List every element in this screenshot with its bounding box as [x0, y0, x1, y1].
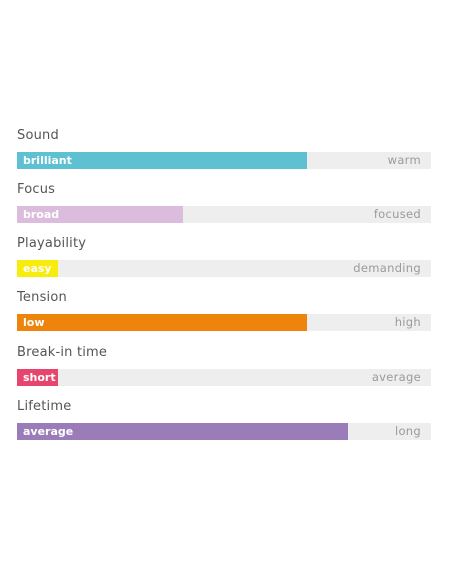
- metric-low-label: short: [23, 371, 56, 384]
- metric-low-label: low: [23, 316, 45, 329]
- metric-label: Sound: [17, 128, 59, 143]
- metric-high-label: long: [394, 424, 421, 438]
- metric-low-label: easy: [23, 262, 52, 275]
- metric-high-label: high: [394, 315, 421, 329]
- metric-track: short average: [17, 369, 431, 386]
- metric-track: broad focused: [17, 206, 431, 223]
- metric-track: average long: [17, 423, 431, 440]
- metric-high-label: average: [371, 370, 421, 384]
- metric-label: Break-in time: [17, 345, 108, 360]
- metric-high-label: demanding: [353, 261, 421, 275]
- metric-fill: [17, 314, 307, 331]
- metric-high-label: focused: [373, 207, 421, 221]
- metric-fill: [17, 260, 59, 277]
- metric-low-label: average: [23, 425, 74, 438]
- metric-fill: [17, 152, 307, 169]
- metric-low-label: brilliant: [23, 154, 72, 167]
- metric-low-label: broad: [23, 208, 60, 221]
- metric-track: brilliant warm: [17, 152, 431, 169]
- metric-fill: [17, 369, 59, 386]
- metric-label: Playability: [17, 236, 87, 251]
- metric-fill: [17, 206, 183, 223]
- metric-fill: [17, 423, 349, 440]
- metric-label: Lifetime: [17, 399, 72, 414]
- metric-label: Tension: [17, 290, 67, 305]
- metric-high-label: warm: [387, 153, 421, 167]
- metric-track: low high: [17, 314, 431, 331]
- metric-label: Focus: [17, 182, 56, 197]
- metric-track: easy demanding: [17, 260, 431, 277]
